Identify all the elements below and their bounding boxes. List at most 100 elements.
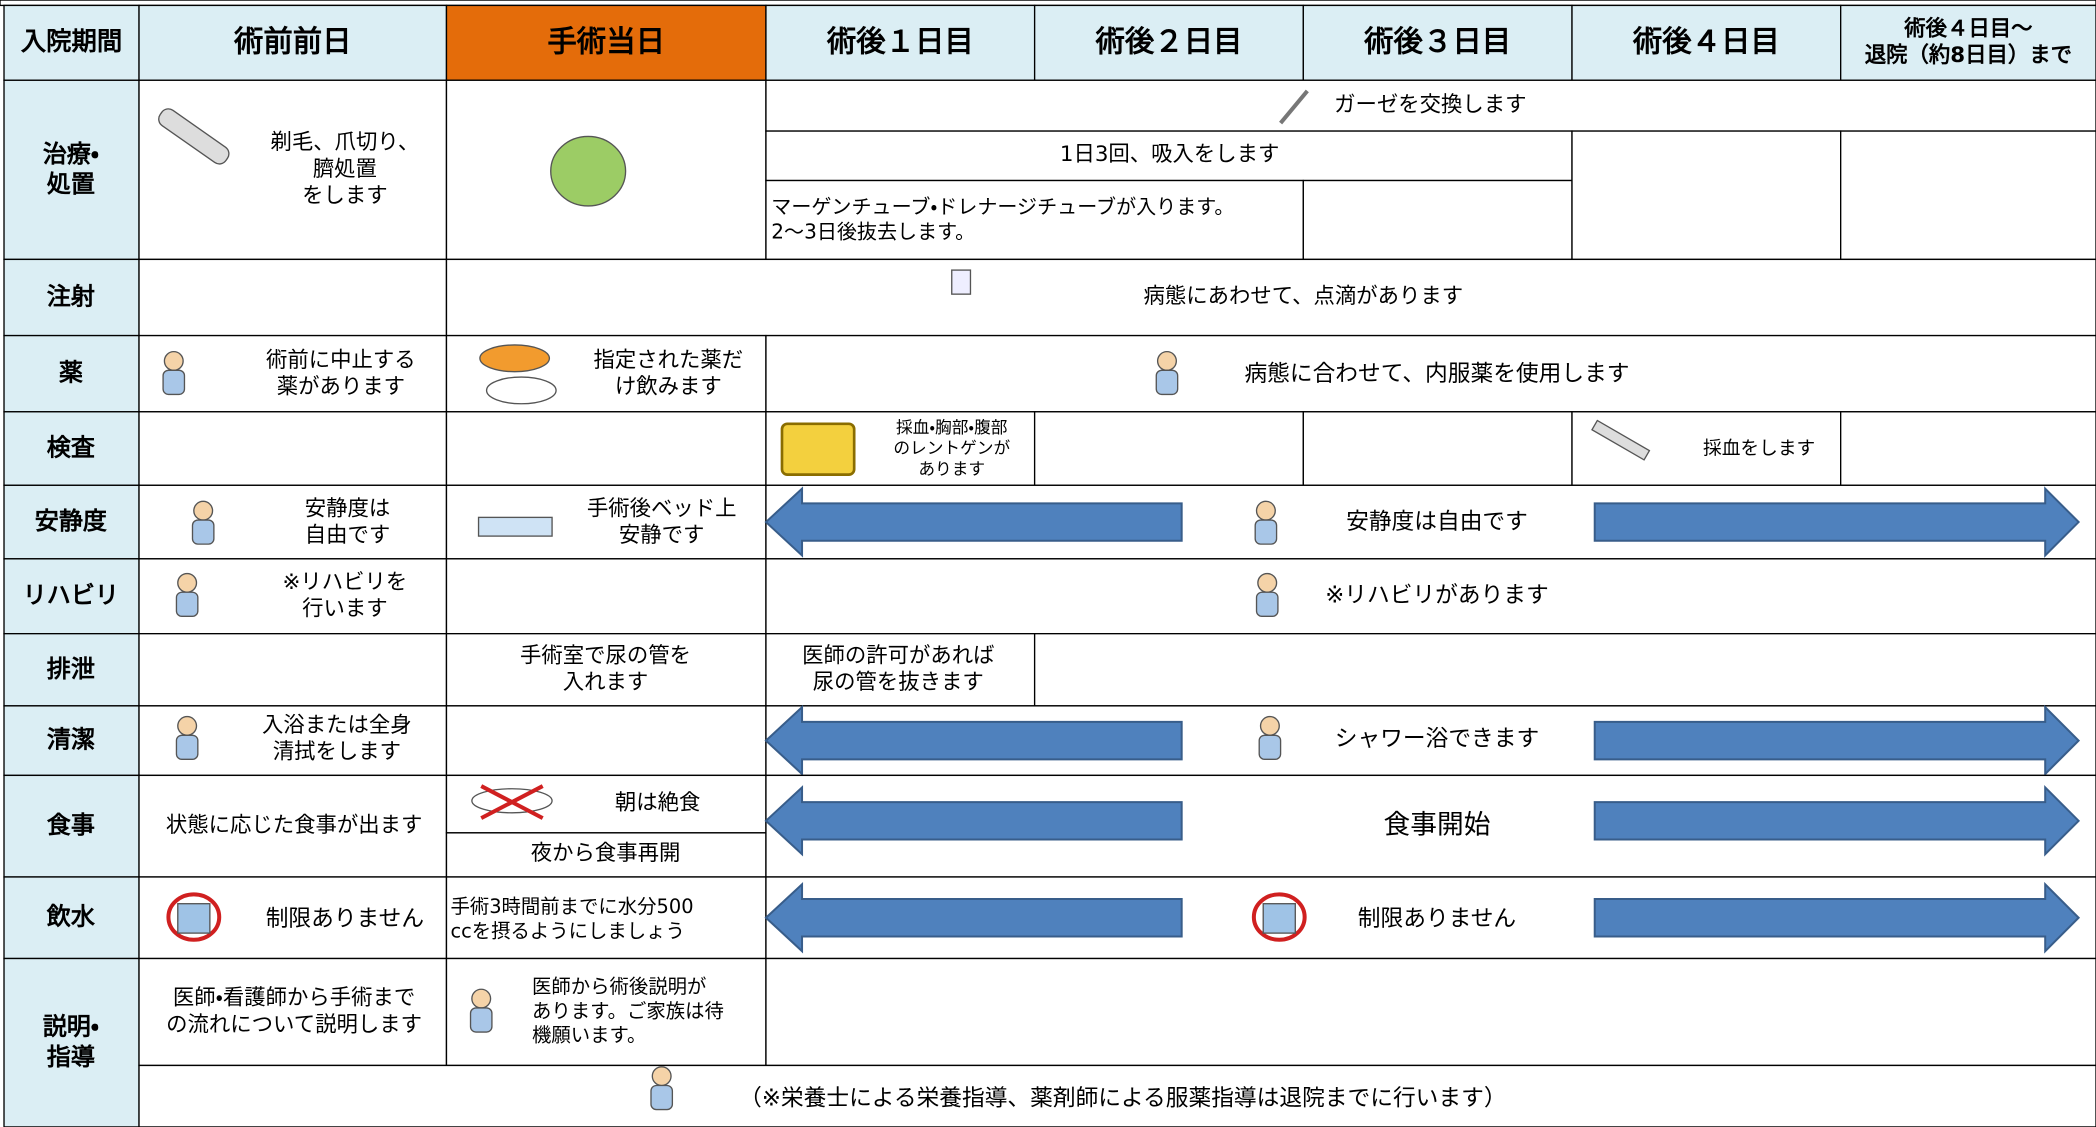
cell-text: （※栄養士による栄養指導、薬剤師による服薬指導は退院までに行います）	[739, 1085, 1506, 1111]
cell-text: 制限ありません	[1358, 906, 1516, 932]
icon-body	[1258, 734, 1282, 761]
cell-text: 指導	[47, 1043, 95, 1071]
cell-text: 説明・	[43, 1013, 99, 1041]
cell-text: 安静度	[35, 507, 108, 535]
cell	[138, 79, 448, 261]
icon-glass-ring	[1251, 892, 1307, 942]
cell-text: け飲みます	[615, 375, 722, 400]
cell-text: 病態にあわせて、点滴があります	[1144, 284, 1464, 309]
icon-syringe	[1591, 419, 1651, 461]
cell	[445, 705, 767, 777]
cell	[1302, 4, 1573, 81]
arrow-right	[1593, 881, 2081, 954]
icon-head	[1257, 572, 1278, 593]
cell-text: 剃毛、爪切り、	[270, 130, 419, 155]
cell-text: 手術室で尿の管を	[520, 643, 691, 668]
cell	[1033, 411, 1304, 486]
cell	[765, 4, 1036, 81]
cell	[1840, 130, 2096, 261]
icon-glass	[1262, 903, 1296, 934]
arrow-right	[1593, 784, 2081, 857]
arrow-left	[764, 882, 1183, 954]
cell-text: シャワー浴できます	[1335, 726, 1539, 752]
cell-text: ガーゼを交換します	[1334, 93, 1526, 118]
cell	[1840, 4, 2096, 81]
cell-text: をします	[302, 184, 388, 209]
cell-text: 入れます	[563, 670, 648, 695]
cell	[3, 4, 140, 81]
cell-text: 指定された薬だ	[594, 348, 744, 373]
cell-text: 術前前日	[233, 24, 352, 58]
cell-text: 朝は絶食	[615, 790, 701, 815]
cell-text: 安静です	[619, 523, 705, 548]
icon-drip	[951, 269, 972, 295]
cell-text: 退院（約8日目）まで	[1865, 42, 2072, 68]
cell-text: 自由です	[305, 523, 391, 548]
cell	[445, 832, 767, 878]
cell	[138, 334, 448, 413]
cell-text: 検査	[47, 434, 96, 462]
icon-body	[1155, 369, 1179, 396]
arrow-right	[1593, 704, 2081, 777]
cell	[3, 258, 140, 337]
cell	[3, 957, 140, 1127]
icon-head	[177, 715, 198, 736]
cell-text: 医師から術後説明が	[532, 975, 706, 998]
cell	[138, 484, 448, 560]
cell	[1571, 411, 1842, 486]
cell	[3, 558, 140, 635]
icon-surgeon	[550, 135, 627, 207]
cell-text: ※リハビリを	[282, 570, 407, 595]
cell-text: 医師・看護師から手術まで	[173, 986, 415, 1011]
cell-text: 制限ありません	[266, 906, 424, 932]
cell-text: あります。ご家族は待	[532, 999, 724, 1022]
icon-body	[191, 519, 215, 545]
cell	[1840, 411, 2096, 486]
cell-text: 手術3時間前までに水分500	[450, 895, 693, 918]
cell-text: 排泄	[47, 655, 95, 683]
cell-text: 清拭をします	[273, 740, 401, 765]
cell-text: 機願います。	[532, 1024, 646, 1047]
cell-text: 飲水	[46, 903, 96, 931]
cell-text: 安静度は	[305, 496, 391, 521]
cell	[445, 411, 767, 486]
icon-gauze	[1279, 89, 1309, 125]
cell	[138, 411, 448, 486]
icon-xray	[780, 422, 856, 476]
cell	[445, 258, 2096, 337]
cell	[3, 633, 140, 707]
cell-text: の流れについて説明します	[166, 1012, 422, 1037]
arrow-left	[764, 486, 1183, 558]
icon-body	[1254, 519, 1278, 545]
cell	[1571, 130, 1842, 261]
cell-text: ccを摂るようにしましょう	[450, 919, 684, 942]
cell	[765, 558, 2096, 635]
cell	[138, 876, 448, 960]
cell	[3, 484, 140, 560]
cell-text: 安静度は自由です	[1346, 509, 1528, 535]
cell	[138, 1064, 2096, 1127]
arrow-left	[764, 704, 1183, 777]
arrow-left	[764, 785, 1183, 857]
cell-text: 医師の許可があれば	[802, 643, 994, 668]
cell	[1033, 4, 1304, 81]
icon-head	[651, 1066, 672, 1087]
cell-text: 病態に合わせて、内服薬を使用します	[1244, 361, 1629, 387]
icon-head	[177, 572, 198, 593]
icon-head	[163, 350, 184, 372]
cell-text: 処置	[47, 170, 95, 198]
cell-text: 食事	[47, 811, 95, 839]
cell-text: 食事開始	[1384, 810, 1491, 841]
cell	[765, 179, 1304, 261]
cell-text: 手術当日	[547, 24, 665, 58]
cell-text: 入院期間	[21, 26, 123, 56]
arrow-right	[1593, 486, 2081, 558]
cell-text: マーゲンチューブ・ドレナージチューブが入ります。	[771, 195, 1234, 219]
icon-cross	[480, 784, 544, 820]
icon-glass	[177, 903, 211, 934]
cell	[1302, 411, 1573, 486]
icon-pill	[485, 376, 557, 405]
cell-text: 2〜3日後抜去します。	[771, 220, 975, 244]
cell-text: のレントゲンが	[893, 438, 1010, 458]
